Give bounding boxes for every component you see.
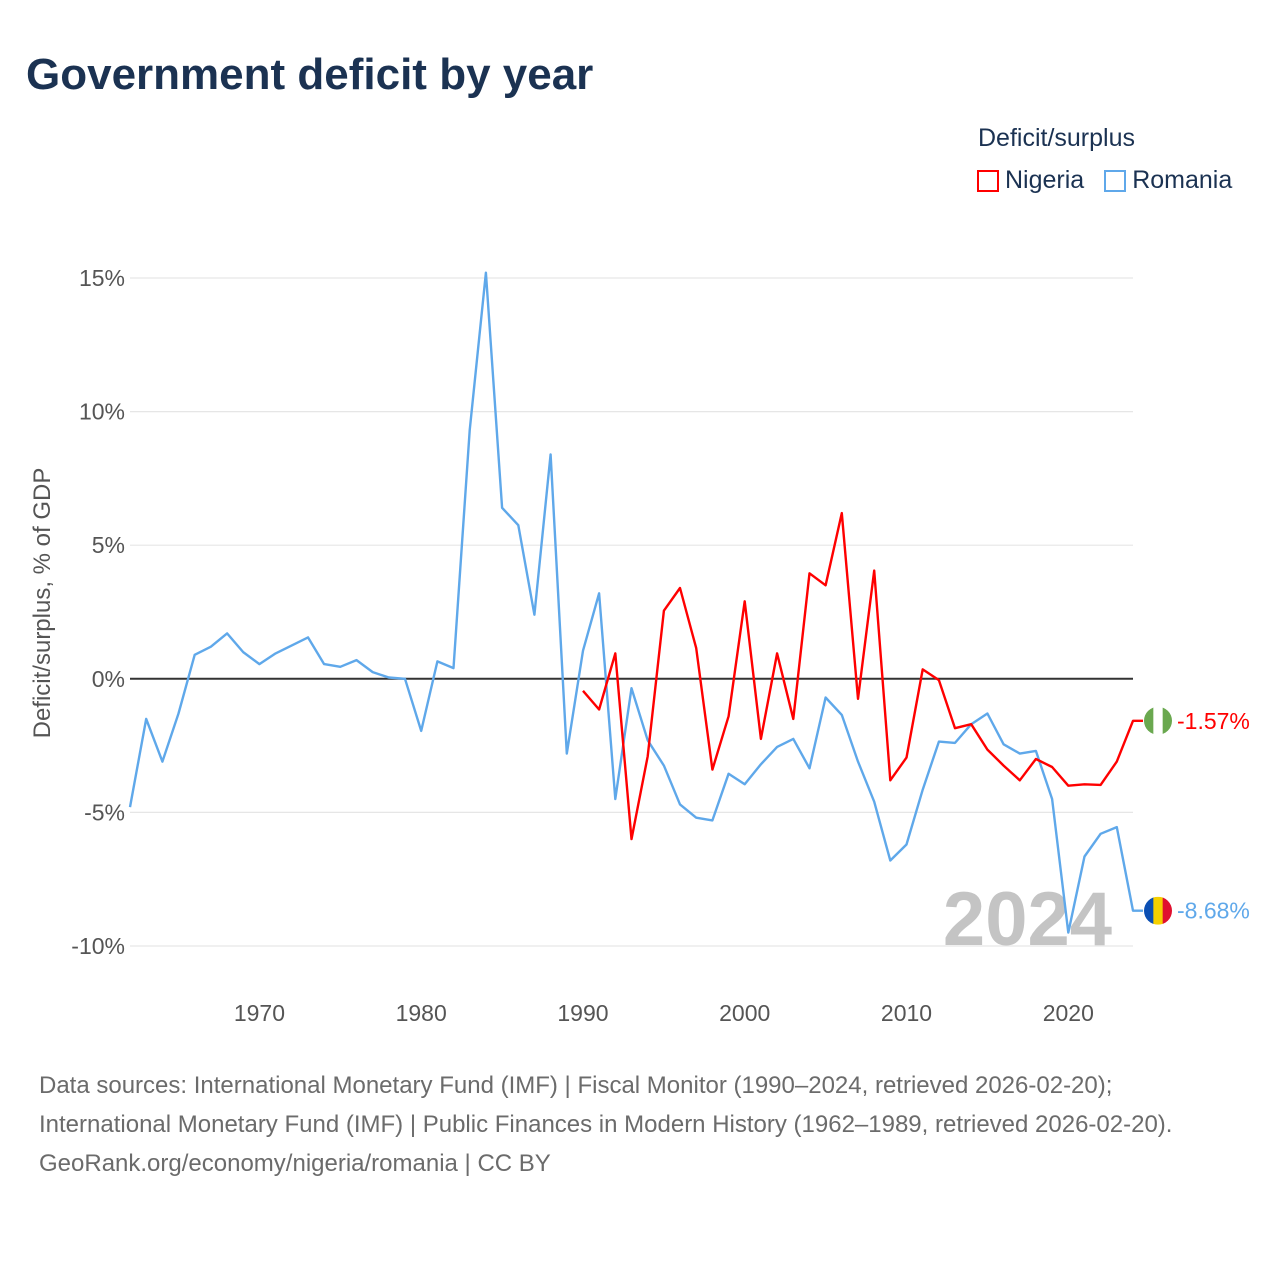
chart-title: Government deficit by year: [26, 50, 594, 99]
x-tick-label: 2020: [1043, 1000, 1094, 1026]
data-sources: Data sources: International Monetary Fun…: [39, 1072, 1173, 1138]
flag-nigeria-icon: [1144, 706, 1172, 735]
legend-title: Deficit/surplus: [978, 124, 1135, 152]
y-tick-label: 10%: [79, 399, 125, 425]
flag-stripe: [1153, 896, 1164, 925]
y-tick-label: 0%: [92, 666, 125, 692]
flag-stripe: [1162, 706, 1172, 735]
x-tick-label: 2000: [719, 1000, 770, 1026]
y-tick-label: 15%: [79, 265, 125, 291]
flag-stripe: [1144, 896, 1154, 925]
end-label-nigeria: -1.57%: [1177, 708, 1250, 734]
x-tick-label: 1990: [557, 1000, 608, 1026]
y-tick-label: 5%: [92, 532, 125, 558]
credit-link[interactable]: GeoRank.org/economy/nigeria/romania | CC…: [39, 1150, 551, 1177]
watermark-year: 2024: [943, 877, 1112, 962]
legend-swatch-romania: [1104, 169, 1127, 192]
x-tick-label: 1970: [234, 1000, 285, 1026]
footer: Data sources: International Monetary Fun…: [39, 1066, 1239, 1183]
legend-label-nigeria: Nigeria: [1005, 166, 1085, 194]
y-tick-label: -5%: [84, 799, 125, 825]
flag-stripe: [1144, 706, 1154, 735]
series-line-nigeria: [582, 511, 1143, 841]
flag-stripe: [1153, 706, 1164, 735]
end-label-romania: -8.68%: [1177, 898, 1250, 924]
x-tick-label: 2010: [881, 1000, 932, 1026]
legend-swatch-nigeria: [977, 169, 999, 192]
y-tick-label: -10%: [71, 933, 125, 959]
flag-romania-icon: [1144, 896, 1172, 925]
legend-label-romania: Romania: [1132, 166, 1233, 194]
flag-stripe: [1162, 896, 1172, 925]
legend-item-nigeria[interactable]: Nigeria: [977, 166, 1084, 195]
y-axis-label: Deficit/surplus, % of GDP: [29, 468, 56, 739]
legend-item-romania[interactable]: Romania: [1104, 166, 1232, 195]
series-line-romania: [128, 271, 1143, 934]
legend: Nigeria Romania: [977, 166, 1232, 195]
x-tick-label: 1980: [396, 1000, 447, 1026]
